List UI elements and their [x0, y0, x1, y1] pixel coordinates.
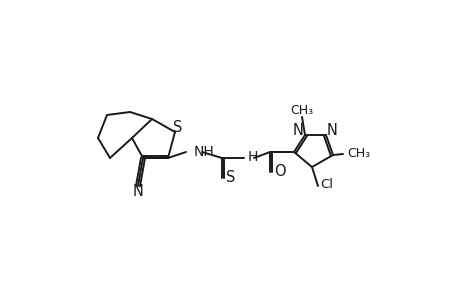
Text: Cl: Cl — [319, 178, 332, 190]
Text: N: N — [132, 184, 143, 200]
Text: H: H — [247, 150, 258, 164]
Text: CH₃: CH₃ — [290, 103, 313, 116]
Text: CH₃: CH₃ — [346, 146, 369, 160]
Text: O: O — [274, 164, 285, 178]
Text: S: S — [225, 169, 235, 184]
Text: N: N — [292, 122, 303, 137]
Text: S: S — [173, 119, 182, 134]
Text: N: N — [326, 122, 337, 137]
Text: NH: NH — [194, 145, 214, 159]
